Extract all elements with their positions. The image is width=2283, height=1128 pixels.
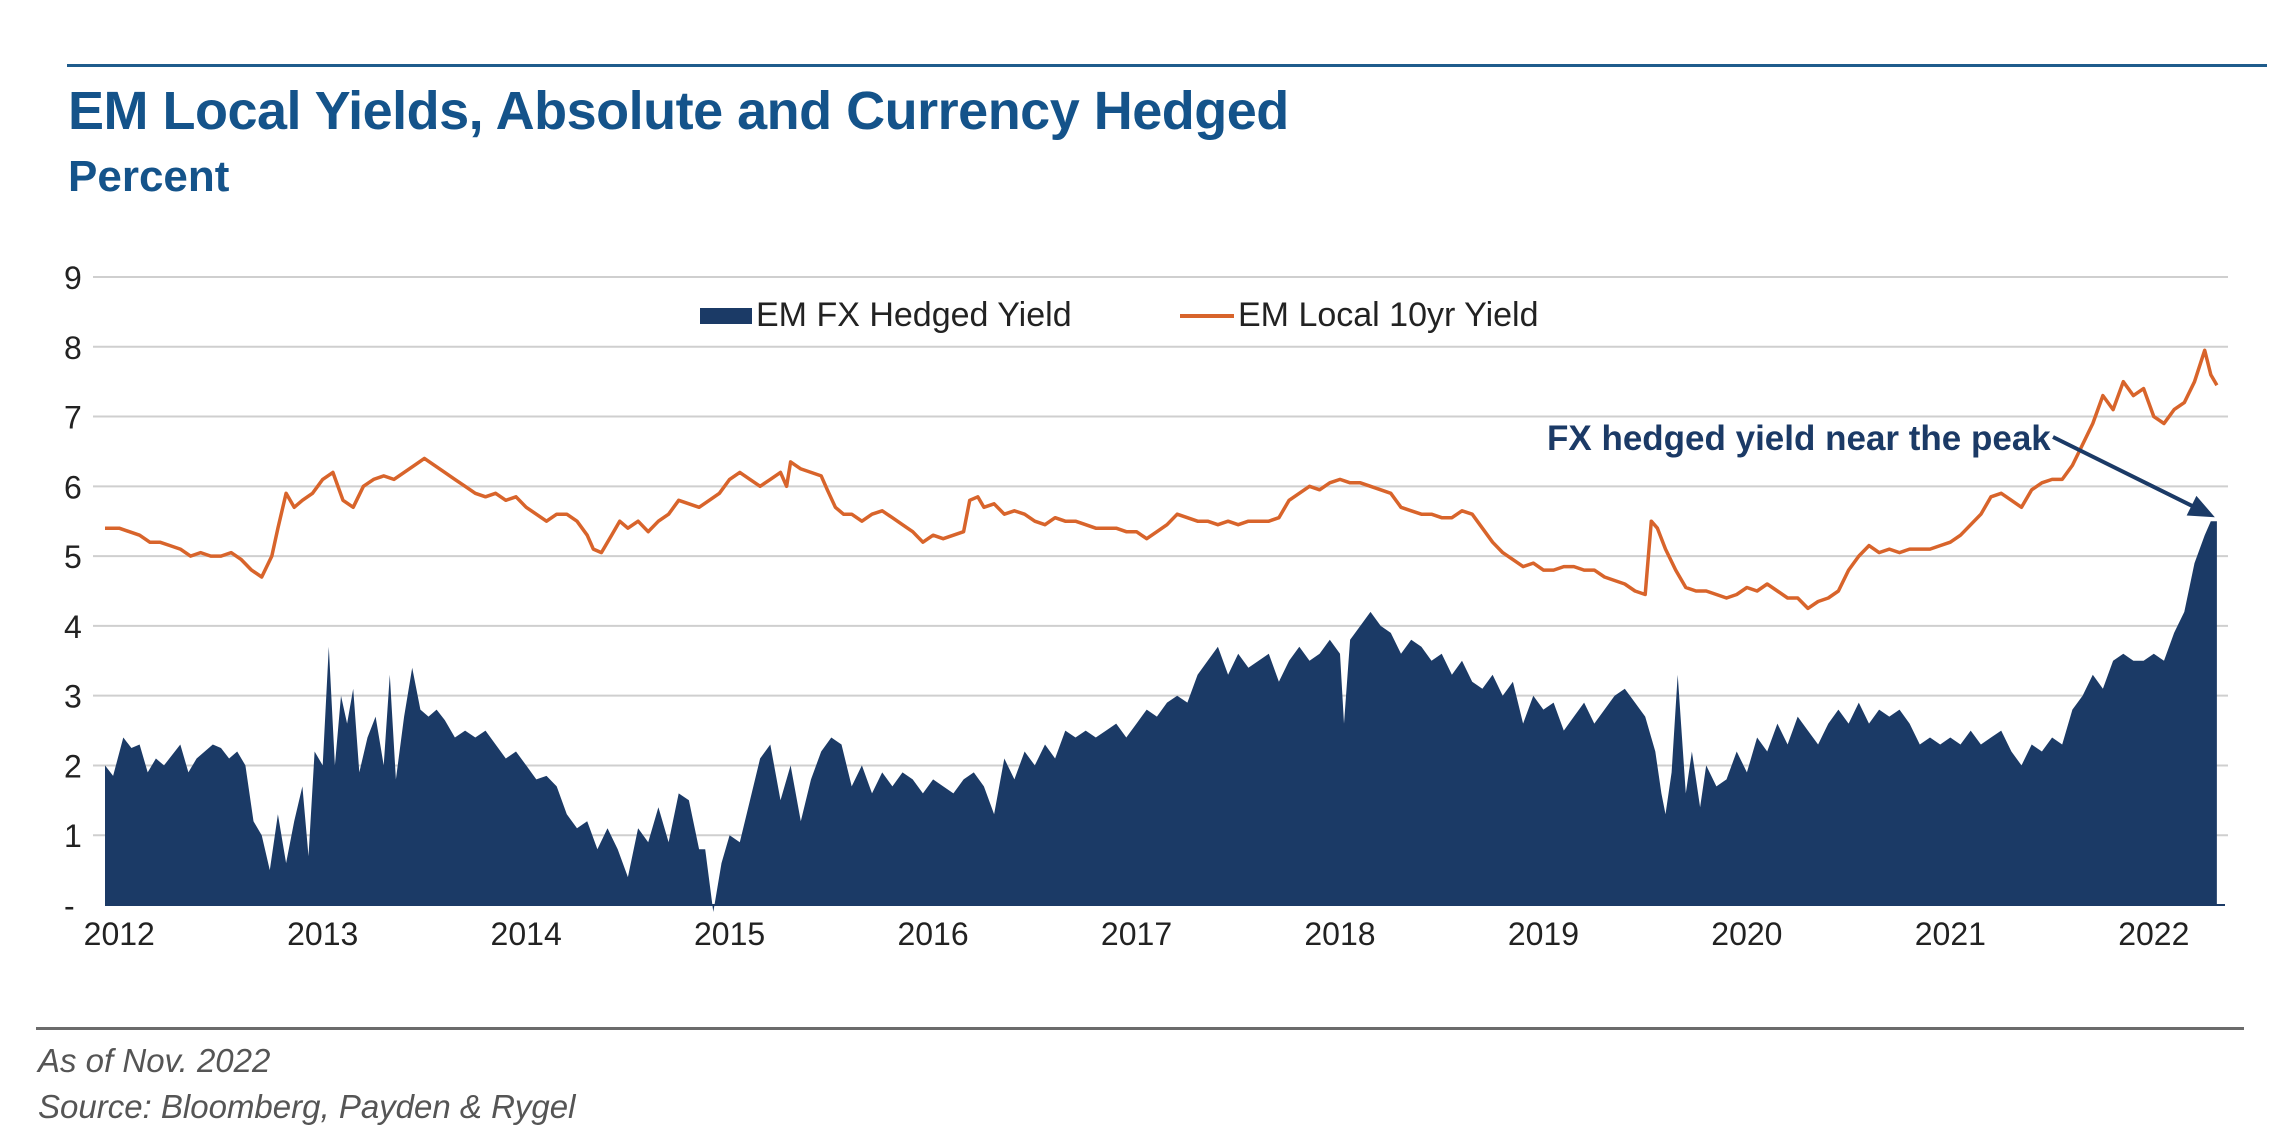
series-line-em-local-10yr-yield [105, 348, 2219, 611]
x-tick-label-2019: 2019 [1508, 916, 1579, 952]
y-tick-label-2: 2 [64, 748, 82, 784]
legend-item-local: EM Local 10yr Yield [1180, 296, 1539, 335]
legend-label-local: EM Local 10yr Yield [1238, 296, 1539, 334]
bottom-rule [36, 1027, 2244, 1030]
annotation-arrow-line [2052, 435, 2204, 514]
chart-subtitle: Percent [68, 152, 230, 201]
y-tick-label-8: 8 [64, 330, 82, 366]
legend-label-hedged: EM FX Hedged Yield [756, 296, 1072, 334]
y-tick-label-6: 6 [64, 469, 82, 505]
y-tick-label-1: 1 [64, 818, 82, 854]
x-tick-label-2021: 2021 [1915, 916, 1986, 952]
legend-swatch-area [700, 307, 752, 324]
x-tick-label-2020: 2020 [1711, 916, 1782, 952]
chart-title: EM Local Yields, Absolute and Currency H… [68, 81, 1289, 141]
x-tick-label-2014: 2014 [491, 916, 562, 952]
top-rule [67, 64, 2267, 67]
series-area-em-fx-hedged-yield [105, 521, 2217, 912]
x-tick-label-2016: 2016 [897, 916, 968, 952]
legend-item-hedged: EM FX Hedged Yield [700, 296, 1072, 335]
x-tick-label-2022: 2022 [2118, 916, 2189, 952]
y-tick-label-5: 5 [64, 539, 82, 575]
x-tick-label-2012: 2012 [84, 916, 155, 952]
x-tick-label-2018: 2018 [1304, 916, 1375, 952]
annotation-text: FX hedged yield near the peak [1547, 419, 2051, 458]
x-tick-label-2017: 2017 [1101, 916, 1172, 952]
annotation-arrow-head [2186, 495, 2215, 518]
as-of-note: As of Nov. 2022 [38, 1042, 271, 1079]
x-tick-label-2015: 2015 [694, 916, 765, 952]
y-tick-label-0: - [64, 888, 75, 924]
y-tick-label-4: 4 [64, 609, 82, 645]
legend-swatch-line [1180, 313, 1234, 318]
y-tick-label-7: 7 [64, 400, 82, 436]
y-tick-label-3: 3 [64, 679, 82, 715]
y-tick-label-9: 9 [64, 260, 82, 296]
chart-area: - 1 2 3 4 5 6 7 8 9 2012 2013 2014 2015 2016 2017 2018 20… [64, 260, 2228, 952]
source-note: Source: Bloomberg, Payden & Rygel [38, 1088, 576, 1125]
x-tick-label-2013: 2013 [287, 916, 358, 952]
